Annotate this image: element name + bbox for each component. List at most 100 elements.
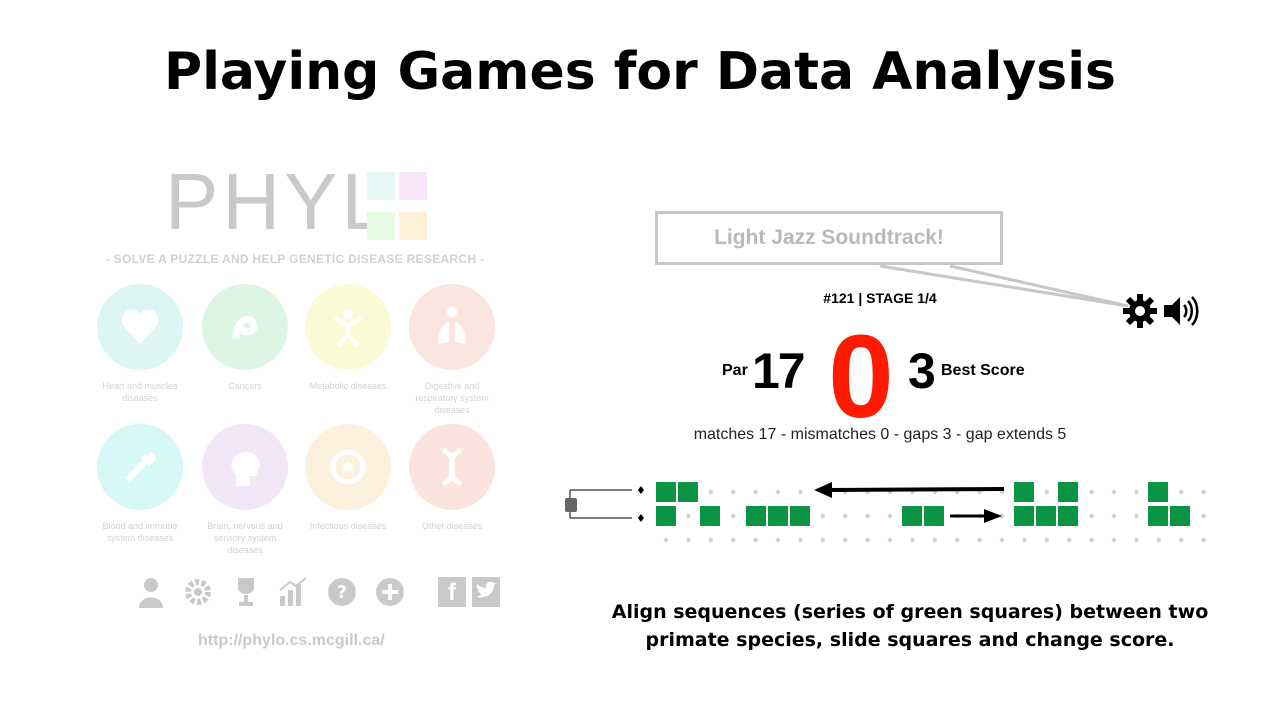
grid-dot	[708, 537, 713, 543]
phylo-logo-text: PHYL	[165, 157, 390, 246]
logo-square-orange	[399, 212, 427, 240]
slide-title: Playing Games for Data Analysis	[164, 42, 1116, 102]
grid-dot	[1179, 489, 1184, 495]
grid-dot	[820, 513, 825, 519]
category-digestive[interactable]: Digestive and respiratory system disease…	[407, 284, 497, 416]
caption-line-2: primate species, slide squares and chang…	[645, 629, 1175, 651]
caption-line-1: Align sequences (series of green squares…	[611, 601, 1209, 623]
sequence-square	[902, 506, 922, 526]
stats-icon[interactable]	[278, 576, 308, 613]
speaker-icon[interactable]	[1162, 293, 1202, 334]
sequence-square	[790, 506, 810, 526]
category-other[interactable]: Other diseases	[407, 424, 497, 532]
category-label: Digestive and respiratory system disease…	[415, 381, 489, 415]
grid-dot	[1156, 537, 1161, 543]
sequence-square	[700, 506, 720, 526]
heart-icon	[121, 309, 159, 344]
settings-gear-icon[interactable]	[1122, 293, 1158, 334]
phylo-tagline: - SOLVE A PUZZLE AND HELP GENETIC DISEAS…	[105, 252, 485, 266]
slide-right-arrow	[950, 509, 1002, 523]
syringe-icon	[124, 451, 158, 483]
dna-icon	[441, 447, 463, 487]
grid-dot	[865, 513, 870, 519]
grid-dot	[1044, 489, 1049, 495]
category-brain[interactable]: Brain, nervous and sensory system diseas…	[200, 424, 290, 556]
alignment-board[interactable]: ♦ ♦	[560, 476, 1220, 556]
grid-dot	[798, 489, 803, 495]
sequence-square	[768, 506, 788, 526]
sequence-square	[1058, 482, 1078, 502]
grid-dot	[1201, 513, 1206, 519]
grid-dot	[977, 537, 982, 543]
grid-dot	[753, 537, 758, 543]
grid-dot	[1022, 537, 1027, 543]
grid-dot	[820, 537, 825, 543]
sequence-square	[1148, 506, 1168, 526]
phylo-url-link[interactable]: http://phylo.cs.mcgill.ca/	[198, 632, 385, 649]
grid-dot	[686, 537, 691, 543]
tree-node	[565, 498, 577, 512]
trophy-icon[interactable]	[232, 576, 260, 613]
add-icon[interactable]	[375, 576, 405, 613]
sequence-square	[656, 506, 676, 526]
grid-dot	[887, 537, 893, 543]
brain-icon	[231, 452, 260, 486]
sequence-square	[1170, 506, 1190, 526]
sequence-square	[1014, 482, 1034, 502]
category-metabolic[interactable]: Metabolic diseases	[303, 284, 393, 392]
slide-caption: Align sequences (series of green squares…	[590, 598, 1230, 654]
sequence-square	[1148, 482, 1168, 502]
sequence-square	[1058, 506, 1078, 526]
grid-dot	[798, 537, 803, 543]
grid-dot	[1089, 513, 1094, 519]
svg-text:?: ?	[337, 582, 347, 603]
category-label: Cancers	[228, 381, 262, 391]
gear-icon[interactable]	[183, 576, 213, 613]
grid-dot	[753, 489, 758, 495]
species-icon-1: ♦	[636, 484, 646, 497]
sequence-row-1[interactable]	[656, 482, 1168, 502]
best-score-value: 3	[908, 343, 936, 399]
twitter-icon[interactable]	[472, 577, 501, 607]
sequence-square	[656, 482, 676, 502]
grid-dot	[1111, 513, 1117, 519]
grid-dot	[1134, 537, 1139, 543]
best-score-label: Best Score	[941, 362, 1025, 379]
grid-dot	[887, 513, 893, 519]
grid-dot	[1067, 537, 1072, 543]
stage-label: #121 | STAGE 1/4	[823, 290, 937, 306]
help-icon[interactable]: ?	[327, 576, 357, 613]
grid-dot	[1111, 537, 1117, 543]
grid-dot	[955, 537, 960, 543]
facebook-icon[interactable]: f	[438, 577, 466, 607]
biohazard-icon	[330, 449, 366, 485]
grid-dot	[1134, 489, 1139, 495]
phylo-toolbar: ?	[137, 576, 419, 613]
user-icon[interactable]	[137, 576, 165, 613]
grid-dot	[932, 537, 937, 543]
slide-left-arrow	[814, 482, 1005, 498]
category-label: Brain, nervous and sensory system diseas…	[207, 521, 283, 555]
category-cancers[interactable]: Cancers	[200, 284, 290, 392]
grid-dot	[1089, 537, 1094, 543]
grid-dot	[1044, 537, 1049, 543]
category-label: Infectious diseases	[309, 521, 387, 531]
category-label: Metabolic diseases	[309, 381, 387, 391]
person-icon	[333, 309, 363, 348]
sequence-square	[924, 506, 944, 526]
category-blood[interactable]: Blood and immune system diseases	[95, 424, 185, 544]
logo-square-green	[367, 212, 395, 240]
grid-dot	[843, 513, 848, 519]
sequence-square	[746, 506, 766, 526]
logo-square-teal	[367, 172, 395, 200]
category-infectious[interactable]: Infectious diseases	[303, 424, 393, 532]
sequence-row-2[interactable]	[656, 506, 1190, 526]
social-icons: f	[438, 577, 501, 607]
grid-dot	[775, 489, 781, 495]
grid-dot	[1201, 537, 1206, 543]
grid-dot	[843, 537, 848, 543]
grid-dot	[910, 537, 915, 543]
grid-dot	[1134, 513, 1139, 519]
sequence-square	[1036, 506, 1056, 526]
category-heart[interactable]: Heart and muscles diseases	[95, 284, 185, 404]
